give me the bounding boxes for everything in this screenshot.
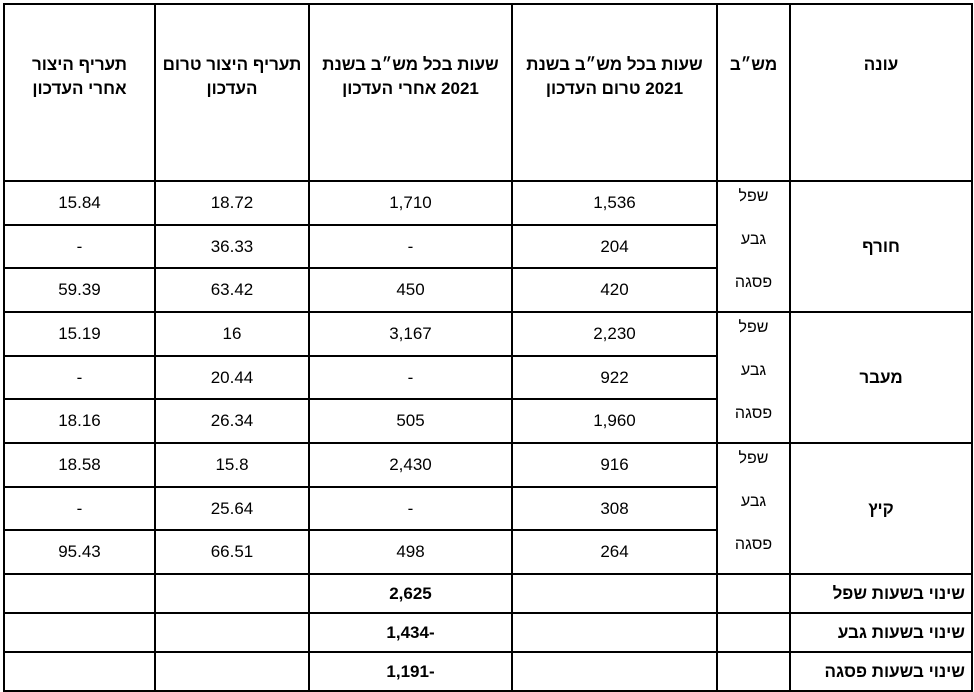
period-type: פסגה <box>716 399 791 444</box>
empty-cell <box>154 651 310 692</box>
season-name: מעבר <box>789 311 973 444</box>
period-type: פסגה <box>716 268 791 313</box>
summary-label: שינוי בשעות גבע <box>789 612 973 653</box>
cell: 922 <box>511 355 718 400</box>
column-header: תעריף היצור אחרי העדכון <box>3 3 156 182</box>
empty-cell <box>154 573 310 614</box>
cell: 916 <box>511 442 718 488</box>
data-row: גבע 204-36.33- <box>3 224 972 269</box>
empty-cell <box>716 612 791 653</box>
cell: 264 <box>511 529 718 575</box>
data-row: פסגה 420 450 63.42 59.39 <box>3 267 972 313</box>
period-type: גבע <box>716 487 791 530</box>
empty-cell <box>3 651 156 692</box>
period-type: גבע <box>716 356 791 399</box>
cell: 1,710 <box>308 180 513 226</box>
summary-value: -1,434 <box>308 612 513 653</box>
cell: 59.39 <box>3 267 156 313</box>
period-type: שפל <box>716 311 791 356</box>
cell: 26.34 <box>154 398 310 444</box>
empty-cell <box>511 612 718 653</box>
cell: 1,960 <box>511 398 718 444</box>
cell: 63.42 <box>154 267 310 313</box>
page: עונה מש״ב שעות בכל מש״ב בשנת 2021 טרום העד… <box>3 3 973 692</box>
summary-value: 2,625 <box>308 573 513 614</box>
cell: 18.58 <box>3 442 156 488</box>
data-row: פסגה 264 498 66.51 95.43 <box>3 529 972 575</box>
cell: - <box>308 486 513 531</box>
cell: 505 <box>308 398 513 444</box>
column-header: תעריף היצור טרום העדכון <box>154 3 310 182</box>
summary-label: שינוי בשעות פסגה <box>789 651 973 692</box>
summary-value: -1,191 <box>308 651 513 692</box>
column-header: מש״ב <box>716 3 791 182</box>
cell: 498 <box>308 529 513 575</box>
cell: 420 <box>511 267 718 313</box>
cell: - <box>3 224 156 269</box>
cell: 95.43 <box>3 529 156 575</box>
column-header: שעות בכל מש״ב בשנת 2021 אחרי העדכון <box>308 3 513 182</box>
data-row: חורף שפל 1,536 1,710 18.72 15.84 <box>3 180 973 313</box>
cell: 16 <box>154 311 310 357</box>
cell: 15.19 <box>3 311 156 357</box>
data-row: מעבר שפל 2,230 3,167 16 15.19 <box>3 311 973 444</box>
cell: 1,536 <box>511 180 718 226</box>
summary-label: שינוי בשעות שפל <box>789 573 973 614</box>
period-type: גבע <box>716 225 791 268</box>
cell: 2,430 <box>308 442 513 488</box>
cell: 36.33 <box>154 224 310 269</box>
empty-cell <box>3 612 156 653</box>
cell: 204 <box>511 224 718 269</box>
cell: 2,230 <box>511 311 718 357</box>
summary-row: שינוי בשעות פסגה -1,191 <box>3 651 973 692</box>
cell: 15.8 <box>154 442 310 488</box>
column-header: עונה <box>789 3 973 182</box>
empty-cell <box>3 573 156 614</box>
tariff-table: עונה מש״ב שעות בכל מש״ב בשנת 2021 טרום העד… <box>3 3 973 692</box>
cell: 25.64 <box>154 486 310 531</box>
cell: - <box>308 224 513 269</box>
header-row: עונה מש״ב שעות בכל מש״ב בשנת 2021 טרום העד… <box>3 3 973 182</box>
cell: 66.51 <box>154 529 310 575</box>
table-body: עונה מש״ב שעות בכל מש״ב בשנת 2021 טרום העד… <box>3 3 973 692</box>
data-row: קיץ שפל 916 2,430 15.8 18.58 <box>3 442 973 575</box>
cell: 15.84 <box>3 180 156 226</box>
data-row: פסגה 1,960 505 26.34 18.16 <box>3 398 972 444</box>
summary-row: שינוי בשעות גבע -1,434 <box>3 612 973 653</box>
cell: - <box>3 486 156 531</box>
empty-cell <box>716 651 791 692</box>
season-name: קיץ <box>789 442 973 575</box>
data-row: גבע 922-20.44- <box>3 355 972 400</box>
empty-cell <box>511 651 718 692</box>
cell: 308 <box>511 486 718 531</box>
empty-cell <box>154 612 310 653</box>
cell: - <box>308 355 513 400</box>
cell: 20.44 <box>154 355 310 400</box>
cell: 450 <box>308 267 513 313</box>
period-type: שפל <box>716 442 791 487</box>
cell: 3,167 <box>308 311 513 357</box>
empty-cell <box>511 573 718 614</box>
cell: 18.72 <box>154 180 310 226</box>
cell: 18.16 <box>3 398 156 444</box>
column-header: שעות בכל מש״ב בשנת 2021 טרום העדכון <box>511 3 718 182</box>
data-row: גבע 308-25.64- <box>3 486 972 531</box>
empty-cell <box>716 573 791 614</box>
summary-row: שינוי בשעות שפל 2,625 <box>3 573 973 614</box>
period-type: שפל <box>716 180 791 225</box>
cell: - <box>3 355 156 400</box>
season-name: חורף <box>789 180 973 313</box>
period-type: פסגה <box>716 530 791 575</box>
